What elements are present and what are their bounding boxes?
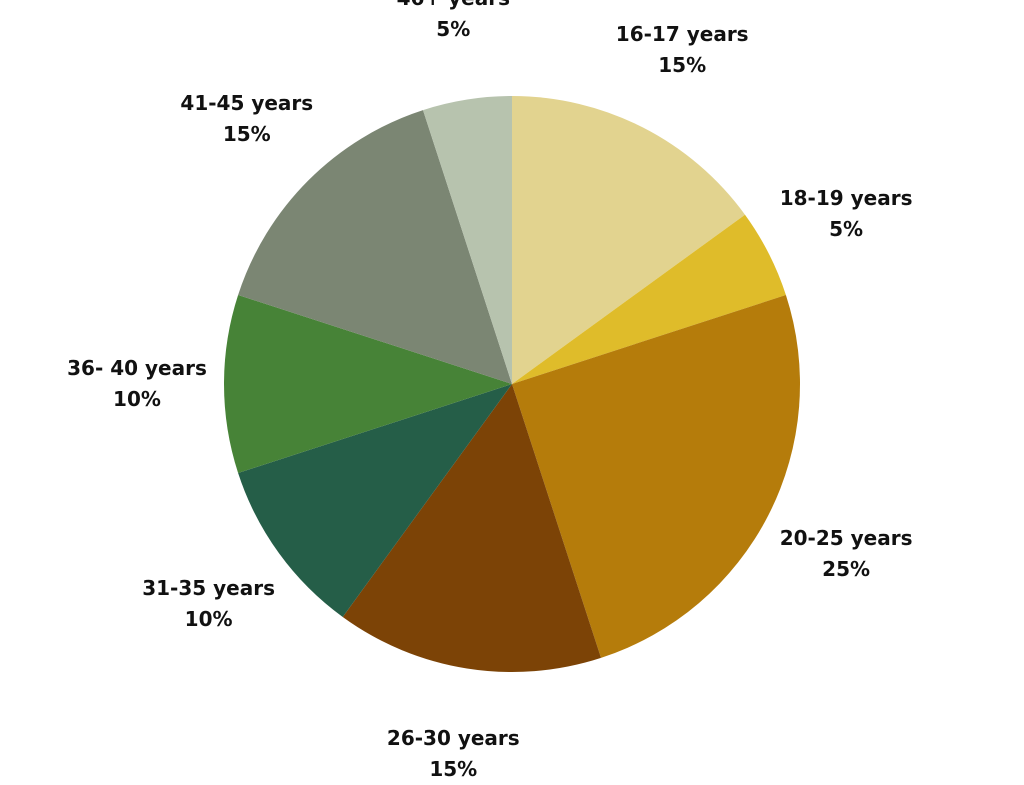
- slice-category-label: 41-45 years: [180, 90, 314, 115]
- slice-label-26-30-years: 26-30 years 15%: [387, 723, 520, 785]
- pie-slice-36-40-years: [224, 295, 512, 473]
- pie-slice-31-35-years: [238, 384, 512, 617]
- slice-label-36-40-years: 36- 40 years 10%: [67, 353, 207, 415]
- pie-slice-20-25-years: [512, 295, 800, 658]
- slice-percent-label: 5%: [436, 16, 471, 41]
- slice-category-label: 36- 40 years: [67, 356, 207, 380]
- slice-category-label: 18-19 years: [779, 185, 913, 210]
- slice-label-16-17-years: 16-17 years 15%: [616, 19, 749, 81]
- slice-percent-label: 15%: [658, 52, 707, 77]
- pie-slice-41-45-years: [238, 110, 512, 384]
- slice-label-18-19-years: 18-19 years 5%: [780, 183, 913, 245]
- slice-label-41-45-years: 41-45 years 15%: [180, 88, 313, 150]
- slice-label-20-25-years: 20-25 years 25%: [780, 523, 913, 585]
- pie-slice-26-30-years: [342, 384, 601, 672]
- pie-chart-svg: [224, 96, 800, 672]
- slice-percent-label: 5%: [829, 216, 864, 241]
- slice-percent-label: 25%: [822, 557, 871, 582]
- pie-chart: 16-17 years 15% 18-19 years 5% 20-25 years 25…: [67, 0, 913, 781]
- slice-label-31-35-years: 31-35 years 10%: [142, 573, 275, 635]
- slice-category-label: 31-35 years: [142, 576, 275, 601]
- slice-percent-label: 10%: [184, 607, 233, 632]
- slice-percent-label: 10%: [113, 387, 161, 411]
- slice-category-label: 46+ years: [397, 0, 510, 14]
- pie-slice-18-19-years: [512, 214, 786, 384]
- slice-category-label: 20-25 years: [779, 526, 913, 551]
- pie-slice-16-17-years: [512, 96, 745, 384]
- slice-percent-label: 15%: [429, 757, 478, 782]
- slice-category-label: 26-30 years: [386, 726, 520, 751]
- slice-category-label: 16-17 years: [615, 21, 749, 46]
- pie-slice-46-years: [423, 96, 512, 384]
- slice-percent-label: 15%: [222, 121, 271, 146]
- slice-label-46-years: 46+ years 5%: [397, 0, 510, 45]
